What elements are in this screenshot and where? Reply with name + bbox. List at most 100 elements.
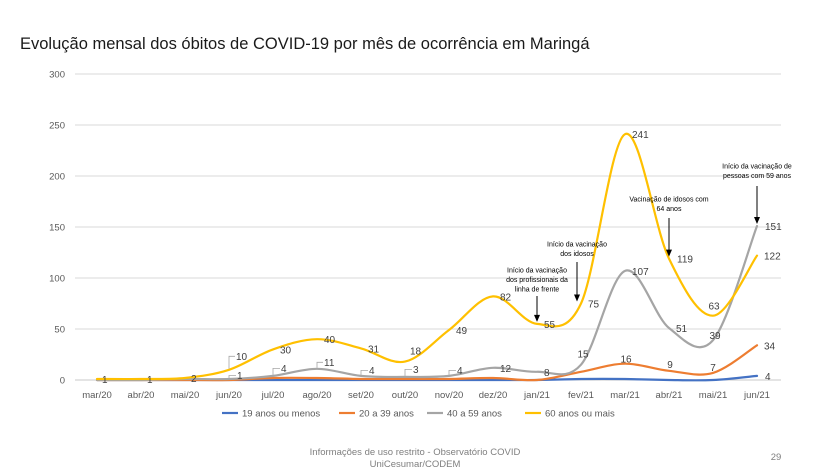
- series-line-40-a-59-anos: [95, 224, 759, 382]
- arrow-down-icon: [754, 217, 760, 224]
- legend-label: 19 anos ou menos: [242, 409, 320, 420]
- annotation-text: 64 anos: [657, 206, 682, 213]
- page-number: 29: [771, 452, 782, 463]
- legend-item: 19 anos ou menos: [222, 409, 320, 420]
- series-lines: [95, 133, 759, 382]
- data-label-60-anos-ou-mais: 10: [236, 352, 248, 363]
- x-tick-label: nov/20: [435, 390, 464, 401]
- x-tick-label: fev/21: [568, 390, 594, 401]
- legend-item: 20 a 39 anos: [339, 409, 414, 420]
- x-tick-label: mar/20: [82, 390, 112, 401]
- y-tick-label: 300: [49, 70, 65, 81]
- chart-title: Evolução mensal dos óbitos de COVID-19 p…: [20, 35, 590, 53]
- label-leader-line: [448, 370, 456, 375]
- x-tick-label: out/20: [392, 390, 418, 401]
- data-label-60-anos-ou-mais: 40: [324, 335, 336, 346]
- annotations: Início da vacinação dos profissionais da l…: [506, 164, 792, 322]
- arrow-down-icon: [534, 314, 540, 322]
- data-label-40-a-59-anos: 4: [369, 366, 375, 377]
- data-label-60-anos-ou-mais: 63: [708, 302, 720, 313]
- data-label-40-a-59-anos: 1: [237, 371, 243, 382]
- label-leader-line: [316, 361, 323, 368]
- x-tick-label: jun/20: [215, 390, 242, 401]
- x-tick-label: abr/21: [656, 390, 683, 401]
- annotation-text: dos idosos: [560, 251, 594, 258]
- data-label-40-a-59-anos: 15: [577, 350, 589, 361]
- data-label-60-anos-ou-mais: 55: [544, 320, 556, 331]
- y-tick-label: 100: [49, 274, 65, 285]
- annotation-text: Início da vacinação: [547, 242, 607, 249]
- legend-item: 40 a 59 anos: [427, 409, 502, 420]
- annotation-text: Início da vacinação de: [722, 164, 792, 171]
- y-tick-label: 250: [49, 121, 65, 132]
- x-tick-label: mai/20: [171, 390, 200, 401]
- x-tick-label: ago/20: [302, 390, 331, 401]
- label-leader-lines: [228, 355, 456, 378]
- data-label-60-anos-ou-mais: 75: [588, 300, 600, 311]
- data-label-40-a-59-anos: 151: [765, 222, 782, 233]
- data-label-60-anos-ou-mais: 241: [632, 130, 649, 141]
- x-tick-label: jun/21: [743, 390, 770, 401]
- legend-label: 20 a 39 anos: [359, 409, 414, 420]
- annotation-text: Início da vacinação: [507, 268, 567, 275]
- y-axis: 0 50 100 150 200 250 300: [49, 70, 65, 387]
- data-label-20-a-39-anos: 7: [710, 363, 716, 374]
- data-label-40-a-59-anos: 12: [500, 364, 512, 375]
- data-label-60-anos-ou-mais: 119: [677, 255, 693, 266]
- x-tick-label: set/20: [348, 390, 374, 401]
- data-label-60-anos-ou-mais: 2: [191, 374, 197, 385]
- x-tick-label: abr/20: [128, 390, 155, 401]
- x-tick-label: mar/21: [610, 390, 640, 401]
- y-tick-label: 200: [49, 172, 65, 183]
- x-tick-label: mai/21: [699, 390, 728, 401]
- y-tick-label: 0: [60, 376, 65, 387]
- legend: 19 anos ou menos 20 a 39 anos 40 a 59 anos…: [222, 409, 615, 420]
- data-label-60-anos-ou-mais: 18: [410, 347, 422, 358]
- arrow-down-icon: [666, 249, 672, 257]
- data-label-60-anos-ou-mais: 31: [368, 344, 380, 355]
- data-label-40-a-59-anos: 39: [709, 331, 721, 342]
- data-label-40-a-59-anos: 3: [413, 365, 419, 376]
- label-leader-line: [272, 368, 280, 375]
- arrow-down-icon: [574, 294, 580, 302]
- gridlines: [75, 73, 781, 381]
- data-label-40-a-59-anos: 11: [324, 358, 335, 369]
- data-label-20-a-39-anos: 16: [620, 355, 632, 366]
- data-label-20-a-39-anos: 34: [764, 341, 776, 352]
- label-leader-line: [360, 370, 368, 375]
- annotation-text: pessoas com 59 anos: [723, 173, 792, 180]
- annotation-text: Vacinação de idosos com: [629, 197, 708, 204]
- data-label-40-a-59-anos: 4: [281, 364, 287, 375]
- legend-label: 40 a 59 anos: [447, 409, 502, 420]
- data-label-19-anos-ou-menos: 4: [765, 372, 771, 383]
- annotation: Início da vacinação dos idosos: [547, 242, 607, 302]
- legend-label: 60 anos ou mais: [545, 409, 615, 420]
- data-label-60-anos-ou-mais: 30: [280, 345, 292, 356]
- data-label-60-anos-ou-mais: 82: [500, 292, 512, 303]
- data-label-60-anos-ou-mais: 122: [764, 252, 781, 263]
- data-label-60-anos-ou-mais: 49: [456, 326, 468, 337]
- data-label-40-a-59-anos: 107: [632, 267, 649, 278]
- x-tick-label: jul/20: [261, 390, 285, 401]
- footer-organization: UniCesumar/CODEM: [370, 459, 461, 470]
- y-tick-label: 150: [49, 223, 65, 234]
- annotation-text: dos profissionais da: [506, 277, 568, 284]
- footer-notice: Informações de uso restrito - Observatór…: [310, 447, 521, 458]
- series-line-60-anos-ou-mais: [95, 133, 759, 381]
- x-axis: mar/20 abr/20 mai/20 jun/20 jul/20 ago/20 set/…: [82, 390, 770, 401]
- x-tick-label: jan/21: [523, 390, 550, 401]
- data-label-40-a-59-anos: 4: [457, 366, 463, 377]
- data-label-20-a-39-anos: 9: [667, 360, 673, 371]
- label-leader-line: [228, 375, 236, 378]
- data-label-60-anos-ou-mais: 1: [147, 375, 153, 386]
- data-label-60-anos-ou-mais: 1: [102, 375, 108, 386]
- label-leader-line: [404, 369, 412, 376]
- annotation: Início da vacinação de pessoas com 59 ano…: [722, 164, 792, 224]
- label-leader-line: [228, 355, 235, 369]
- data-label-40-a-59-anos: 8: [544, 368, 550, 379]
- data-label-40-a-59-anos: 51: [676, 324, 688, 335]
- legend-item: 60 anos ou mais: [525, 409, 615, 420]
